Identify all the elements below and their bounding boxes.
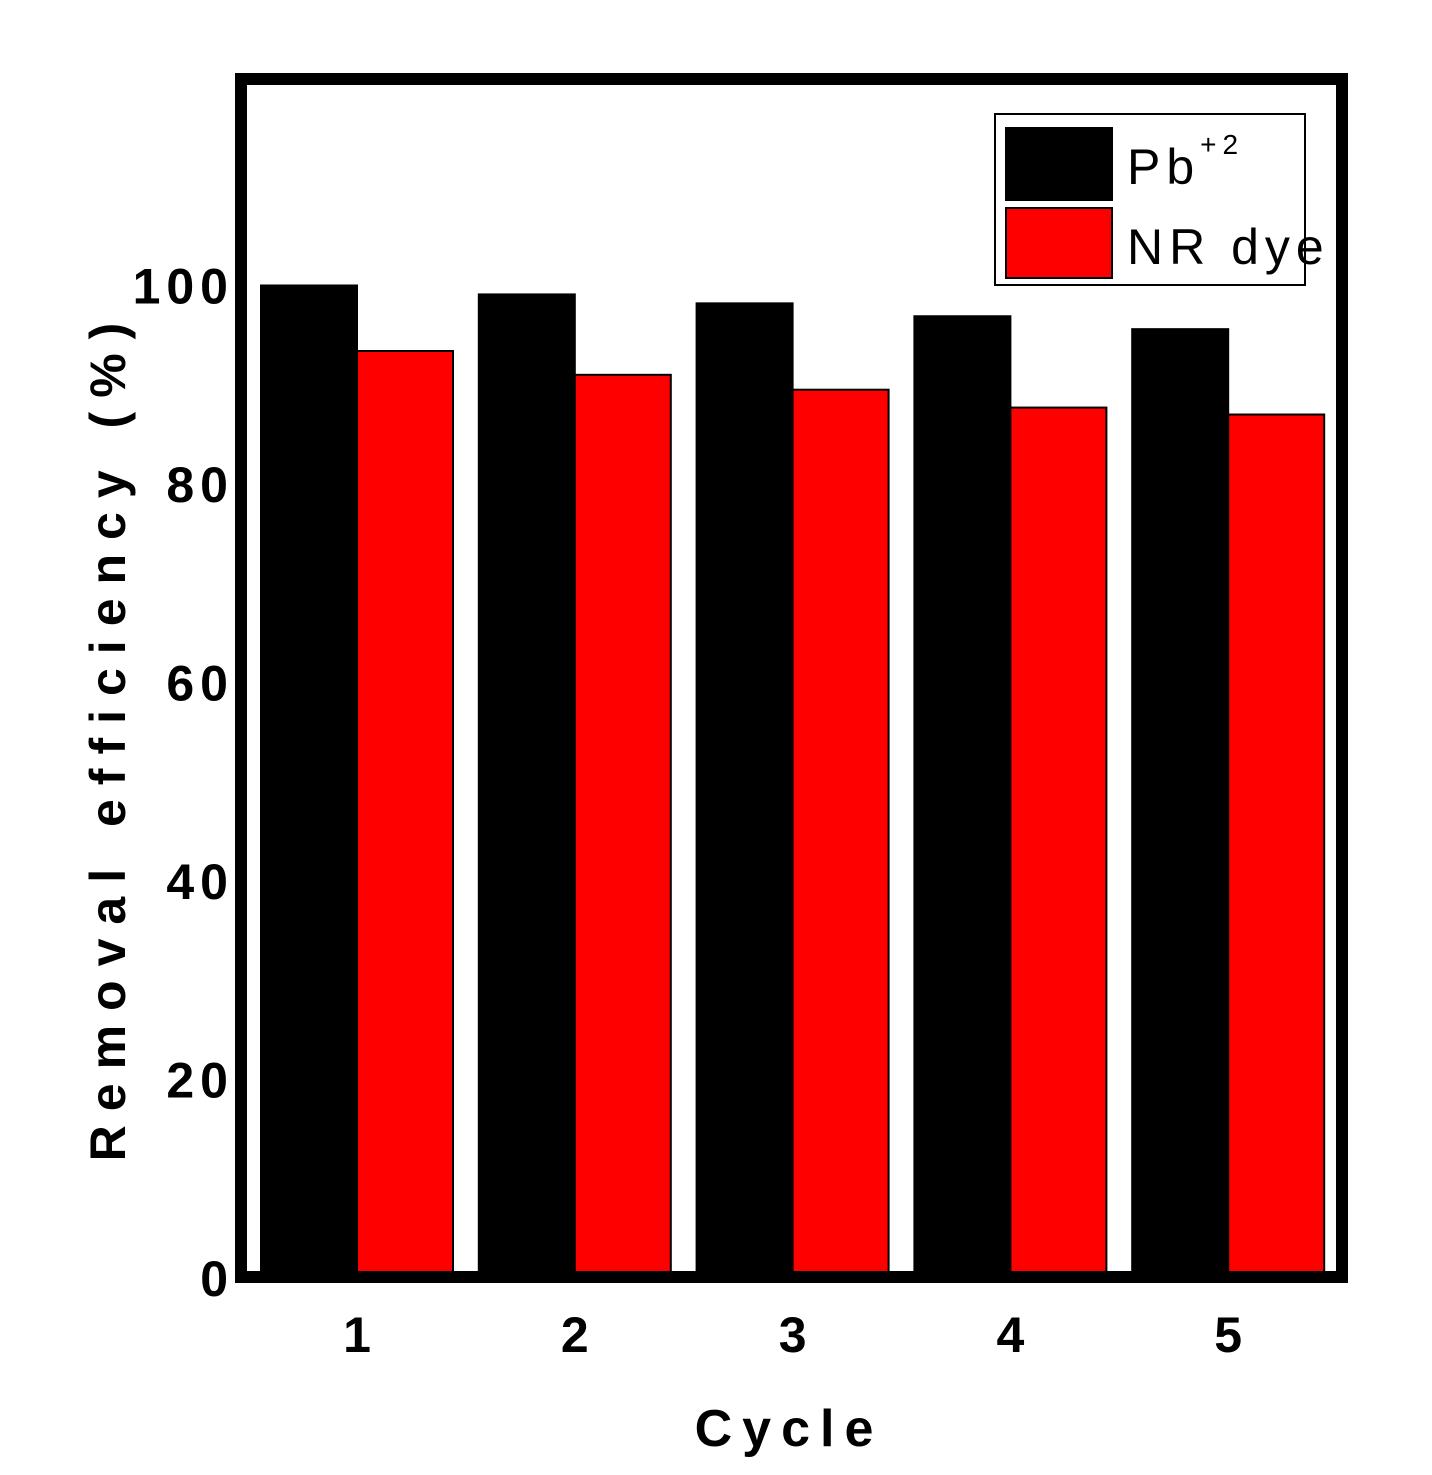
y-tick-label: 20 [166, 1053, 234, 1109]
y-tick-label: 0 [200, 1251, 234, 1307]
bar-nr-dye-cycle-2 [573, 373, 672, 1277]
bar-nr-dye-cycle-4 [1009, 406, 1108, 1277]
legend-label-pb-base: Pb [1127, 139, 1200, 195]
y-tick-label: 100 [133, 259, 234, 315]
legend-label-pb-superscript: +2 [1200, 129, 1244, 160]
y-tick-label: 40 [166, 854, 234, 910]
legend: Pb+2 NR dye [994, 113, 1330, 286]
legend-swatch-nr-dye [1005, 207, 1113, 279]
bar-pb-cycle-4 [913, 315, 1012, 1277]
bar-pb-cycle-2 [477, 293, 576, 1278]
bar-nr-dye-cycle-5 [1227, 413, 1326, 1277]
legend-label-nr-dye: NR dye [1127, 219, 1330, 275]
bars-layer [260, 284, 1326, 1278]
x-axis-title: Cycle [695, 1400, 884, 1458]
x-tick-label: 5 [1214, 1307, 1242, 1363]
bar-pb-cycle-3 [695, 302, 794, 1278]
y-tick-labels: 0 20 40 60 80 100 [133, 259, 234, 1308]
plot-frame [235, 73, 1348, 1283]
x-tick-label: 2 [561, 1307, 589, 1363]
bar-nr-dye-cycle-1 [356, 349, 454, 1277]
bar-pb-cycle-1 [260, 284, 358, 1277]
bar-nr-dye-cycle-3 [791, 388, 890, 1277]
x-tick-labels: 1 2 3 4 5 [343, 1307, 1242, 1363]
y-tick-label: 60 [166, 656, 234, 712]
legend-label-pb: Pb+2 [1127, 129, 1244, 195]
y-tick-label: 80 [166, 457, 234, 513]
legend-swatch-pb [1005, 127, 1113, 201]
x-tick-label: 3 [779, 1307, 807, 1363]
x-tick-label: 1 [343, 1307, 371, 1363]
y-axis-title: Removal efficiency (%) [80, 309, 136, 1162]
x-tick-label: 4 [996, 1307, 1024, 1363]
bar-pb-cycle-5 [1131, 328, 1230, 1277]
